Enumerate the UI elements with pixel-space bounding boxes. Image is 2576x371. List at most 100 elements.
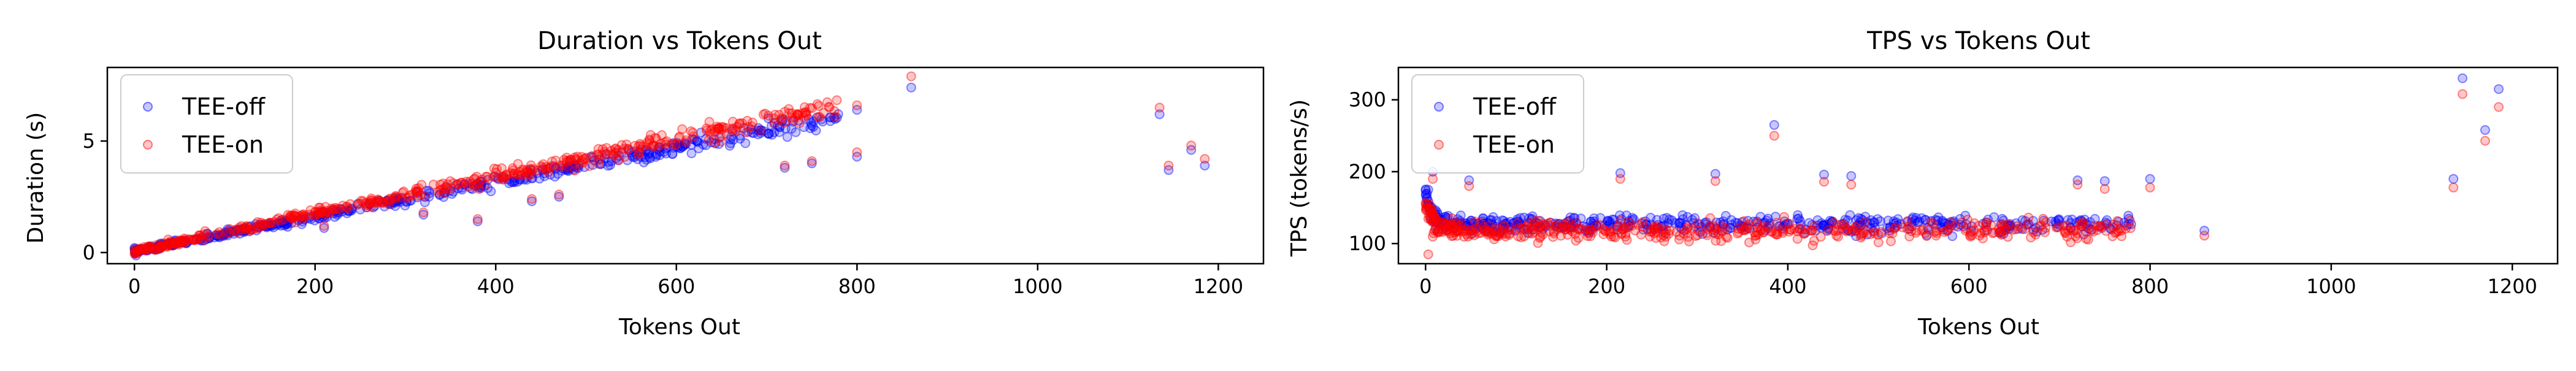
data-point: [1609, 231, 1619, 242]
data-point: [1749, 216, 1758, 227]
data-point: [1433, 214, 1443, 224]
data-point: [459, 180, 469, 190]
data-point: [1601, 221, 1612, 232]
data-point: [242, 221, 252, 232]
data-point: [1638, 221, 1648, 232]
data-point: [1652, 223, 1663, 234]
data-point: [297, 216, 307, 227]
data-point: [688, 128, 698, 138]
data-point: [1904, 221, 1914, 231]
data-point: [287, 210, 297, 221]
data-point: [1888, 216, 1899, 226]
data-point: [523, 167, 533, 177]
data-point: [1722, 224, 1733, 235]
data-point: [314, 213, 324, 224]
data-point: [1428, 228, 1439, 239]
data-point: [1514, 223, 1525, 233]
data-point: [537, 162, 548, 172]
data-point: [1898, 222, 1907, 232]
data-point: [1979, 227, 1990, 237]
data-point: [244, 222, 255, 232]
data-point: [475, 176, 486, 186]
data-point: [164, 240, 175, 250]
data-point: [157, 240, 167, 250]
data-point: [712, 121, 723, 132]
data-point: [481, 172, 491, 182]
data-point: [1558, 220, 1569, 230]
data-point: [1501, 218, 1512, 228]
data-point: [1869, 223, 1880, 233]
data-point: [131, 250, 141, 261]
data-point: [648, 140, 659, 150]
data-point: [2074, 216, 2085, 226]
data-point: [315, 208, 325, 218]
data-point: [1514, 220, 1524, 229]
data-point: [1857, 215, 1868, 225]
data-point: [1923, 224, 1934, 235]
data-point: [400, 201, 410, 211]
data-point: [1588, 219, 1598, 229]
data-point: [680, 138, 690, 148]
data-point: [189, 235, 199, 245]
plot-area: [129, 71, 1210, 261]
data-point: [174, 235, 185, 246]
data-point: [756, 126, 766, 136]
data-point: [523, 167, 533, 177]
data-point: [1966, 226, 1976, 236]
data-point: [1600, 226, 1611, 237]
x-tick-label: 1200: [1194, 275, 1243, 298]
data-point: [1965, 230, 1975, 240]
data-point: [320, 202, 331, 212]
data-point: [1771, 229, 1782, 240]
data-point: [773, 121, 783, 131]
data-point: [734, 119, 745, 129]
data-point: [826, 112, 836, 123]
data-point: [1617, 228, 1627, 238]
data-point: [1839, 218, 1849, 229]
data-point: [289, 212, 299, 222]
data-point: [1420, 189, 1431, 199]
data-point: [283, 216, 293, 227]
data-point: [1997, 213, 2007, 224]
data-point: [204, 231, 213, 241]
data-point: [1424, 203, 1435, 213]
data-point: [167, 240, 178, 250]
data-point: [830, 112, 840, 122]
data-point: [1718, 220, 1728, 230]
data-point: [239, 226, 250, 236]
data-point: [180, 236, 191, 247]
data-point: [1777, 223, 1787, 234]
data-point: [338, 201, 348, 211]
data-point: [1938, 217, 1948, 228]
data-point: [1444, 228, 1455, 239]
data-point: [136, 245, 147, 255]
data-point: [2039, 215, 2049, 226]
data-point: [1821, 220, 1831, 230]
data-point: [304, 209, 314, 220]
data-point: [1844, 225, 1854, 235]
data-point: [178, 237, 189, 248]
data-point: [1488, 212, 1498, 222]
data-point: [439, 192, 449, 202]
data-point: [769, 118, 780, 128]
data-point: [1432, 207, 1442, 217]
data-point: [2081, 234, 2091, 244]
data-point: [674, 141, 684, 151]
data-point: [2071, 217, 2082, 228]
data-point: [738, 123, 749, 133]
data-point: [1426, 204, 1436, 215]
data-point: [654, 142, 664, 153]
data-point: [587, 151, 597, 161]
x-axis-label: Tokens Out: [1917, 315, 2039, 340]
data-point: [542, 164, 553, 174]
data-point: [483, 183, 493, 193]
data-point: [424, 191, 434, 202]
data-point: [158, 238, 168, 248]
data-point: [1612, 224, 1622, 235]
data-point: [1536, 223, 1546, 233]
data-point: [769, 118, 780, 129]
data-point: [705, 126, 716, 136]
data-point: [296, 214, 306, 224]
data-point: [696, 128, 706, 138]
data-point: [852, 147, 862, 158]
